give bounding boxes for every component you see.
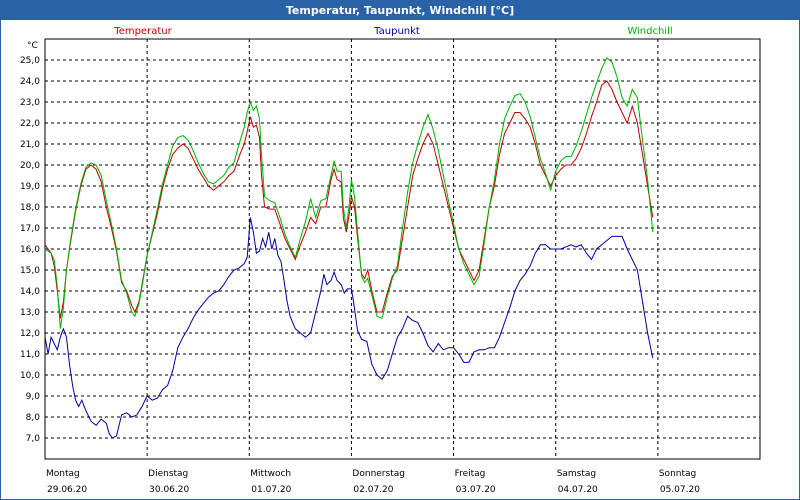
chart-title: Temperatur, Taupunkt, Windchill [°C] — [1, 1, 799, 20]
y-tick-label: 8,0 — [26, 413, 41, 423]
series-line-windchill — [44, 57, 654, 329]
y-tick-label: 14,0 — [20, 287, 40, 297]
y-tick-label: 18,0 — [20, 203, 40, 213]
series-lines — [44, 57, 654, 439]
x-tick-day-label: Mittwoch — [250, 469, 291, 479]
y-tick-label: 9,0 — [26, 392, 41, 402]
series-line-temperatur — [44, 80, 654, 319]
y-tick-label: 21,0 — [20, 140, 40, 150]
y-axis-unit-label: °C — [27, 41, 38, 51]
y-tick-label: 19,0 — [20, 182, 40, 192]
y-tick-label: 12,0 — [20, 329, 40, 339]
y-tick-label: 7,0 — [26, 434, 41, 444]
y-axis-ticks: 7,0 8,0 9,0 10,0 11,0 12,0 13,0 14,0 15,0 16,0 17,… — [20, 56, 40, 444]
x-tick-day-label: Dienstag — [148, 469, 188, 479]
y-tick-label: 25,0 — [20, 56, 40, 66]
x-tick-date-label: 30.06.20 — [149, 485, 189, 495]
legend-temperatur: Temperatur — [113, 26, 172, 37]
x-tick-date-label: 01.07.20 — [251, 485, 291, 495]
legend-taupunkt: Taupunkt — [373, 26, 420, 37]
y-tick-label: 10,0 — [20, 371, 40, 381]
x-tick-date-label: 03.07.20 — [456, 485, 496, 495]
y-tick-label: 13,0 — [20, 308, 40, 318]
x-tick-date-label: 29.06.20 — [47, 485, 87, 495]
x-tick-day-label: Sonntag — [659, 469, 696, 479]
y-tick-label: 11,0 — [20, 350, 40, 360]
x-tick-day-label: Samstag — [557, 469, 596, 479]
y-tick-label: 20,0 — [20, 161, 40, 171]
x-tick-date-label: 04.07.20 — [558, 485, 598, 495]
grid-lines — [45, 39, 760, 459]
y-tick-label: 24,0 — [20, 77, 40, 87]
x-tick-date-label: 05.07.20 — [660, 485, 700, 495]
x-tick-day-label: Freitag — [455, 469, 486, 479]
y-tick-label: 16,0 — [20, 245, 40, 255]
x-tick-date-label: 02.07.20 — [353, 485, 393, 495]
series-line-taupunkt — [44, 217, 654, 439]
y-tick-label: 23,0 — [20, 98, 40, 108]
legend: Temperatur Taupunkt Windchill — [113, 26, 672, 37]
x-tick-day-label: Donnerstag — [352, 469, 405, 479]
y-tick-label: 15,0 — [20, 266, 40, 276]
legend-windchill: Windchill — [627, 26, 672, 37]
x-axis-ticks: Montag 29.06.20 Dienstag 30.06.20 Mittwoch 01… — [46, 469, 700, 495]
x-tick-day-label: Montag — [46, 469, 80, 479]
y-tick-label: 22,0 — [20, 119, 40, 129]
y-tick-label: 17,0 — [20, 224, 40, 234]
